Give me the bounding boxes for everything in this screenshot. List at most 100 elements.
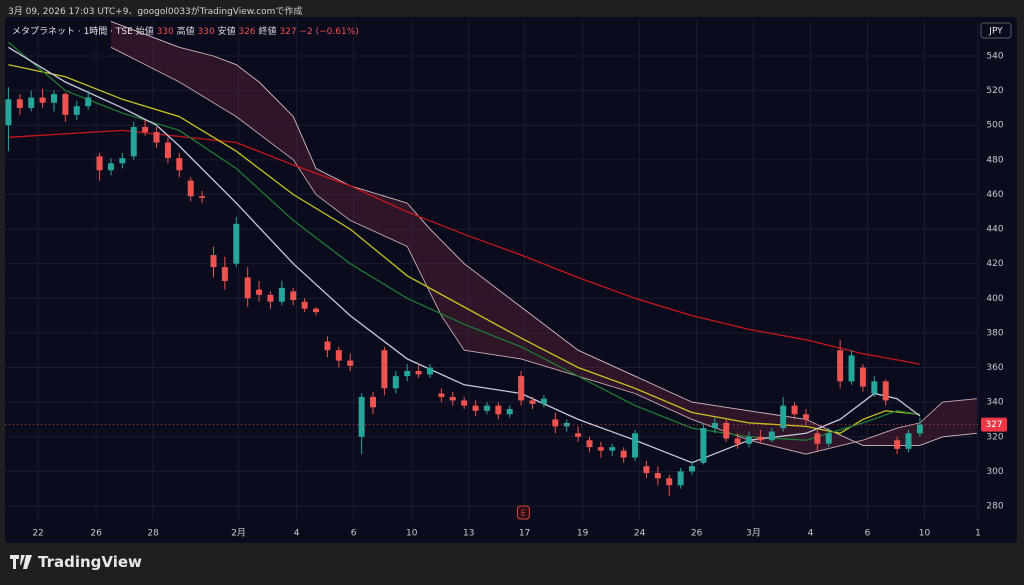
y-tick-label: 380 [986, 328, 1003, 338]
legend-key: 高値 [177, 25, 195, 37]
x-tick-label: 26 [691, 529, 703, 539]
moving-average [7, 41, 920, 441]
candle-body [278, 287, 285, 302]
candle-body [859, 367, 866, 387]
legend-value: 327 [279, 27, 296, 37]
candle-body [597, 447, 604, 451]
legend-value: 326 [238, 27, 255, 37]
x-tick-label: 4 [808, 529, 814, 539]
currency-label[interactable]: JPY [988, 27, 1003, 37]
candle-body [142, 126, 149, 133]
x-tick-label: 4 [294, 529, 300, 539]
x-tick-label: 13 [463, 529, 474, 539]
event-marker: E [521, 509, 526, 518]
candle-body [461, 400, 468, 406]
candle-body [871, 381, 878, 394]
candle-body [495, 405, 502, 415]
currency-button[interactable] [980, 22, 1012, 39]
y-tick-label: 300 [986, 467, 1003, 477]
candle-body [244, 277, 251, 299]
candle-body [176, 158, 183, 171]
moving-average [8, 64, 920, 434]
candle-body [837, 350, 844, 382]
candle-body [233, 223, 240, 264]
candle-body [791, 405, 798, 415]
moving-average [8, 46, 921, 464]
candle-body [654, 473, 661, 479]
x-tick-label: 6 [351, 529, 357, 539]
symbol: メタプラネット · 1時間 · TSE [12, 26, 133, 37]
x-tick-label: 2月 [231, 528, 246, 539]
legend-line: メタプラネット · 1時間 · TSE 始値 330 高値 330 安値 326… [12, 25, 359, 37]
y-tick-label: 500 [986, 121, 1003, 131]
y-tick-label: 520 [986, 86, 1003, 96]
candle-body [85, 97, 92, 107]
candle-body [256, 289, 263, 295]
candle-body [50, 94, 57, 103]
candle-body [711, 422, 718, 429]
candle-body [780, 405, 787, 429]
candle-body [723, 422, 730, 439]
x-tick-label: 28 [147, 529, 159, 539]
y-tick-label: 280 [986, 501, 1003, 511]
candle-body [916, 424, 923, 434]
candle-body [472, 405, 479, 411]
candle-body [28, 97, 35, 108]
y-tick-label: 360 [986, 363, 1003, 373]
legend-value: 330 [198, 27, 215, 37]
candle-body [301, 301, 308, 309]
candle-body [802, 414, 809, 420]
candle-body [643, 466, 650, 474]
x-tick-label: 19 [577, 529, 589, 539]
x-tick-label: 26 [90, 529, 102, 539]
candle-body [347, 360, 354, 366]
cloud-line [110, 20, 977, 446]
candle-body [381, 350, 388, 389]
y-tick-label: 320 [986, 432, 1003, 442]
candle-body [666, 478, 673, 486]
candle-body [324, 341, 331, 351]
y-tick-label: 400 [986, 294, 1003, 304]
candle-body [96, 156, 103, 171]
x-tick-label: 22 [32, 529, 43, 539]
candle-body [825, 433, 832, 444]
logo-mark [10, 555, 32, 569]
candle-body [5, 99, 12, 126]
candle-body [620, 450, 627, 458]
candle-body [290, 291, 297, 301]
candle-body [358, 396, 365, 437]
logo: TradingView [10, 553, 142, 571]
legend-key: 安値 [218, 25, 236, 37]
cloud-line [110, 46, 977, 455]
candle-body [483, 405, 490, 411]
y-tick-label: 480 [986, 155, 1003, 165]
plot [5, 20, 977, 496]
candle-body [552, 419, 559, 427]
candle-body [16, 99, 23, 108]
candle-body [107, 163, 114, 171]
candle-body [210, 255, 217, 268]
candle-body [415, 370, 422, 375]
legend-key: 終値 [259, 25, 277, 37]
moving-average [8, 129, 921, 365]
candle-body [506, 409, 513, 415]
candle-body [130, 126, 137, 157]
candle-body [119, 158, 126, 164]
candle-body [153, 132, 160, 143]
candle-body [370, 396, 377, 408]
legend-change: −2 (−0.61%) [299, 27, 358, 37]
candle-body [894, 440, 901, 449]
candle-body [73, 106, 80, 115]
candle-body [734, 438, 741, 444]
candle-body [814, 433, 821, 444]
candle-body [575, 433, 582, 437]
candle-body [529, 400, 536, 404]
candle-body [187, 180, 194, 197]
candle-body [404, 370, 411, 377]
event-marker-box [516, 505, 530, 520]
x-tick-label: 10 [919, 529, 931, 539]
candle-body [757, 436, 764, 441]
x-tick-label: 1 [975, 529, 981, 539]
candle-body [39, 97, 46, 103]
